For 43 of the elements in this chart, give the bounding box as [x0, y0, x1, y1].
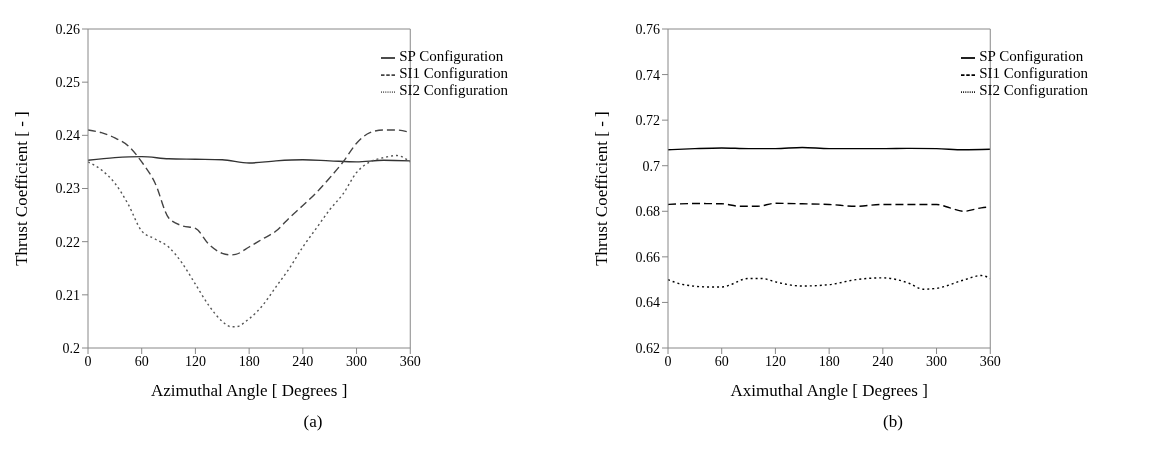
- x-tick-label: 180: [238, 353, 260, 369]
- x-tick-label: 180: [818, 353, 840, 369]
- y-tick-label: 0.22: [55, 234, 80, 250]
- x-tick-label: 300: [346, 353, 368, 369]
- legend-label: SI2 Configuration: [399, 82, 508, 98]
- y-tick-label: 0.24: [55, 128, 80, 144]
- text: (a): [302, 412, 324, 432]
- y-tick-label: 0.64: [635, 295, 660, 311]
- y-tick-label: 0.23: [55, 181, 80, 197]
- line-series: [88, 154, 411, 328]
- x-tick-label: 60: [134, 353, 149, 369]
- x-tick-label: 60: [714, 353, 729, 369]
- x-tick-label: 0: [84, 353, 92, 369]
- text: (b): [882, 412, 904, 432]
- x-tick-label: 240: [292, 353, 314, 369]
- x-tick-label: 360: [979, 353, 1001, 369]
- y-tick-label: 0.74: [635, 67, 660, 83]
- y-tick-label: 0.25: [55, 75, 80, 91]
- x-tick-label: 120: [184, 353, 206, 369]
- legend-label: SI1 Configuration: [399, 65, 508, 81]
- y-tick-label: 0.21: [55, 287, 80, 303]
- x-axis-title: Aximuthal Angle [ Degrees ]: [730, 381, 928, 400]
- legend-label: SP Configuration: [979, 48, 1084, 64]
- y-tick-label: 0.2: [62, 340, 80, 356]
- x-tick-label: 300: [926, 353, 948, 369]
- legend-label: SI2 Configuration: [979, 82, 1088, 98]
- x-tick-label: 0: [664, 353, 672, 369]
- y-tick-label: 0.68: [635, 204, 660, 220]
- y-tick-label: 0.26: [55, 21, 80, 37]
- x-tick-label: 120: [764, 353, 786, 369]
- y-axis-title: Thrust Coefficient [ - ]: [592, 111, 612, 266]
- y-tick-label: 0.76: [635, 21, 660, 37]
- y-tick-label: 0.66: [635, 249, 660, 265]
- x-tick-label: 360: [399, 353, 421, 369]
- legend-label: SP Configuration: [399, 48, 504, 64]
- x-tick-label: 240: [872, 353, 894, 369]
- y-tick-label: 0.62: [635, 340, 660, 356]
- x-axis-title: Azimuthal Angle [ Degrees ]: [150, 381, 348, 400]
- y-tick-label: 0.72: [635, 113, 660, 129]
- line-series: [88, 155, 411, 164]
- y-axis-title: Thrust Coefficient [ - ]: [12, 111, 32, 266]
- legend-label: SI1 Configuration: [979, 65, 1088, 81]
- y-tick-label: 0.7: [642, 158, 660, 174]
